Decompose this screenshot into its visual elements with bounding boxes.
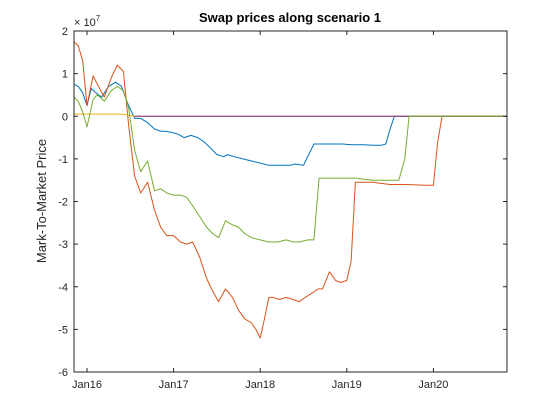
series-line-2	[73, 41, 507, 339]
series-line-5	[73, 85, 507, 243]
y-tick-label: 2	[62, 26, 68, 38]
x-axis: Jan16 Jan17 Jan18 Jan19 Jan20	[72, 31, 448, 391]
x-tick-label: Jan16	[72, 379, 102, 391]
y-tick-label: -4	[58, 282, 68, 294]
x-tick-label: Jan19	[332, 379, 362, 391]
y-tick-label: -2	[58, 197, 68, 209]
x-tick-label: Jan17	[159, 379, 189, 391]
y-tick-label: 1	[62, 69, 68, 81]
x-tick-label: Jan18	[245, 379, 275, 391]
y-axis-exponent: × 107	[74, 14, 101, 29]
y-tick-label: 0	[62, 111, 68, 123]
plot-area-background	[74, 31, 507, 372]
y-axis-exponent-base: × 10	[74, 17, 96, 29]
y-tick-label: -3	[58, 239, 68, 251]
y-tick-label: -5	[58, 324, 68, 336]
y-tick-label: -6	[58, 367, 68, 379]
chart-title: Swap prices along scenario 1	[199, 10, 381, 25]
y-tick-label: -1	[58, 154, 68, 166]
y-axis-exponent-power: 7	[96, 14, 101, 23]
series-layer	[73, 41, 507, 339]
series-line-1	[73, 81, 507, 166]
x-tick-label: Jan20	[418, 379, 448, 391]
y-axis: -6 -5 -4 -3 -2 -1 0 1 2	[58, 26, 507, 379]
y-axis-label: Mark-To-Market Price	[34, 139, 49, 263]
